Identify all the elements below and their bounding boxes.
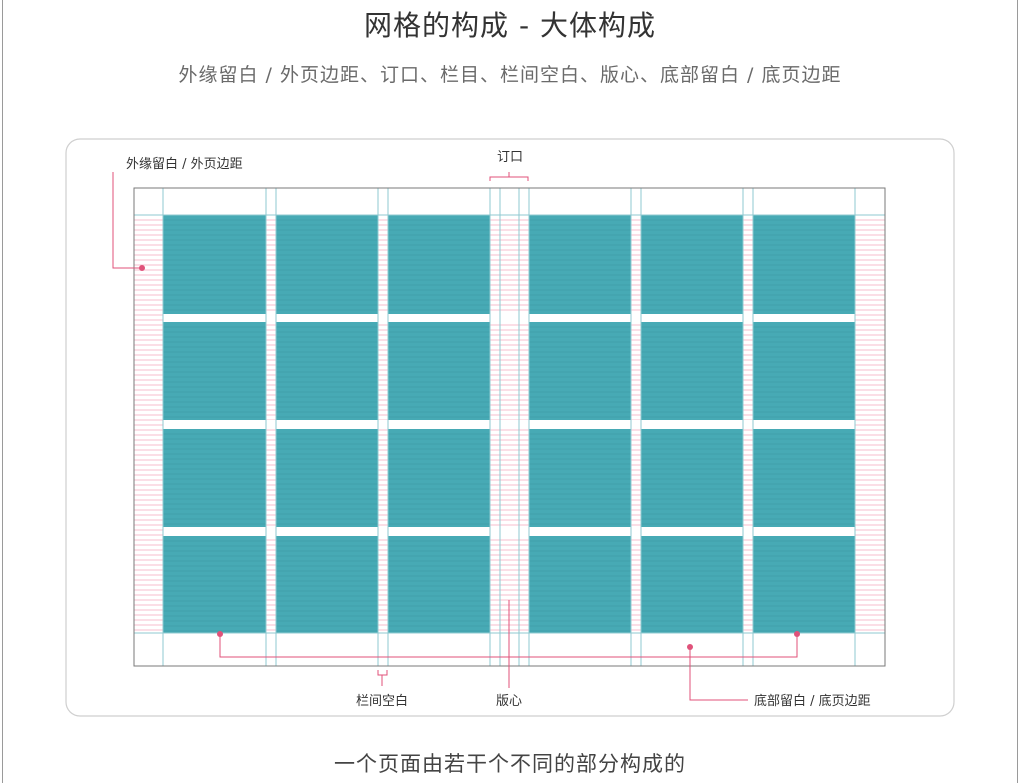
grid-cell xyxy=(388,322,490,420)
grid-cell xyxy=(163,429,266,527)
grid-cell xyxy=(641,322,743,420)
grid-cell xyxy=(753,215,855,314)
page-title: 网格的构成 - 大体构成 xyxy=(364,9,656,42)
right-frame-line xyxy=(1017,0,1018,783)
grid-cell xyxy=(529,215,631,314)
gutter-annotation: 订口 xyxy=(489,150,529,181)
grid-cell xyxy=(388,429,490,527)
grid-cell xyxy=(163,536,266,633)
grid-cell xyxy=(529,536,631,633)
grid-cell xyxy=(641,215,743,314)
row-gap xyxy=(163,527,855,536)
grid-cell xyxy=(388,536,490,633)
grid-cell xyxy=(753,536,855,633)
page-caption: 一个页面由若干个不同的部分构成的 xyxy=(334,752,686,776)
row-gap xyxy=(163,420,855,429)
outer-margin-label: 外缘留白 / 外页边距 xyxy=(126,156,243,172)
grid-cell xyxy=(753,429,855,527)
outer-margin-dot xyxy=(139,265,145,271)
row-gap xyxy=(163,314,855,322)
grid-cell xyxy=(641,429,743,527)
grid-cell xyxy=(529,429,631,527)
grid-cell xyxy=(276,322,378,420)
outer-margin-leader xyxy=(112,172,142,269)
grid-cell xyxy=(388,215,490,314)
guide-lines xyxy=(134,188,885,666)
row-gaps xyxy=(163,314,855,536)
grid-cells xyxy=(163,215,855,633)
left-frame-line xyxy=(2,0,3,783)
type-area-label: 版心 xyxy=(496,694,522,709)
bottom-margin-leader xyxy=(689,647,748,701)
grid-cell xyxy=(276,215,378,314)
grid-cell xyxy=(276,536,378,633)
bottom-margin-label: 底部留白 / 底页边距 xyxy=(754,693,871,709)
grid-cell xyxy=(753,322,855,420)
grid-cell xyxy=(276,429,378,527)
outer-margin-annotation: 外缘留白 / 外页边距 xyxy=(112,156,243,271)
page-subtitle: 外缘留白 / 外页边距、订口、栏目、栏间空白、版心、底部留白 / 底页边距 xyxy=(178,64,842,86)
grid-cell xyxy=(529,322,631,420)
gutter-label: 订口 xyxy=(497,150,523,165)
grid-cell xyxy=(641,536,743,633)
grid-cell xyxy=(163,215,266,314)
bottom-margin-annotation: 底部留白 / 底页边距 xyxy=(687,644,871,709)
column-gap-annotation: 栏间空白 xyxy=(356,670,408,709)
type-area-annotation: 版心 xyxy=(496,600,522,709)
grid-cell xyxy=(163,322,266,420)
column-gap-label: 栏间空白 xyxy=(356,693,408,709)
